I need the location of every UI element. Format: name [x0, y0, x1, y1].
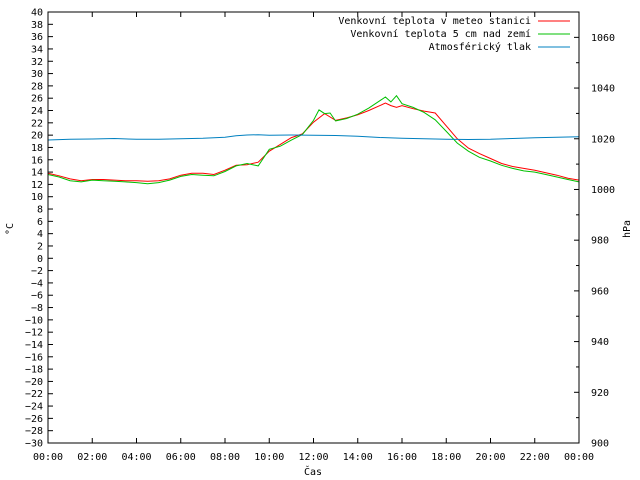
x-tick-label: 20:00 — [475, 452, 505, 463]
x-tick-label: 16:00 — [387, 452, 417, 463]
y-left-tick-label: −8 — [31, 303, 43, 314]
y-left-tick-label: 12 — [31, 180, 43, 191]
y-right-tick-label: 960 — [591, 286, 609, 297]
y-left-tick-label: −6 — [31, 291, 43, 302]
y-right-tick-label: 1000 — [591, 185, 615, 196]
x-tick-label: 08:00 — [210, 452, 240, 463]
legend-entry-outdoor-station: Venkovní teplota v meteo stanici — [338, 15, 531, 27]
y-left-tick-label: 22 — [31, 118, 43, 129]
y-left-tick-label: 6 — [37, 217, 43, 228]
y-right-tick-label: 940 — [591, 337, 609, 348]
y-left-tick-label: −10 — [25, 315, 43, 326]
y-left-tick-label: −16 — [25, 352, 43, 363]
y-left-tick-label: 38 — [31, 20, 43, 31]
x-tick-label: 22:00 — [520, 452, 550, 463]
y-left-tick-label: −4 — [31, 278, 43, 289]
legend: Venkovní teplota v meteo stanici Venkovn… — [338, 15, 570, 53]
y-left-tick-label: 0 — [37, 254, 43, 265]
y-right-tick-label: 980 — [591, 236, 609, 247]
x-tick-label: 06:00 — [166, 452, 196, 463]
y-right-tick-label: 920 — [591, 388, 609, 399]
y-left-tick-label: −18 — [25, 365, 43, 376]
legend-entry-pressure: Atmosférický tlak — [429, 41, 531, 53]
x-tick-label: 12:00 — [298, 452, 328, 463]
y-left-tick-label: 8 — [37, 205, 43, 216]
x-axis-label: Čas — [304, 465, 322, 478]
y-right-tick-label: 1060 — [591, 33, 615, 44]
y-axis-right-label: hPa — [622, 220, 633, 238]
y-left-tick-label: −30 — [25, 439, 43, 450]
y-left-tick-label: −14 — [25, 340, 43, 351]
series-ground-5cm-line — [47, 94, 580, 185]
x-tick-label: 18:00 — [431, 452, 461, 463]
plot-frame — [47, 11, 580, 444]
legend-entry-ground-5cm: Venkovní teplota 5 cm nad zemí — [350, 28, 531, 40]
y-right-tick-label: 1020 — [591, 134, 615, 145]
series-layer — [47, 94, 580, 185]
y-left-tick-label: 32 — [31, 57, 43, 68]
y-left-tick-label: 20 — [31, 131, 43, 142]
series-outdoor-station-line — [47, 102, 580, 182]
y-left-tick-label: 26 — [31, 94, 43, 105]
y-left-tick-label: 24 — [31, 106, 43, 117]
y-left-tick-label: −20 — [25, 377, 43, 388]
y-left-tick-label: 28 — [31, 81, 43, 92]
y-right-tick-label: 900 — [591, 439, 609, 450]
y-left-tick-label: 40 — [31, 8, 43, 19]
y-left-tick-label: −28 — [25, 426, 43, 437]
y-right-tick-label: 1040 — [591, 84, 615, 95]
y-left-tick-label: 4 — [37, 229, 43, 240]
y-axis-left-label: °C — [5, 223, 16, 235]
x-tick-label: 02:00 — [77, 452, 107, 463]
y-left-tick-label: −12 — [25, 328, 43, 339]
y-left-tick-label: 2 — [37, 241, 43, 252]
x-tick-label: 00:00 — [33, 452, 63, 463]
y-left-tick-label: −24 — [25, 402, 43, 413]
x-tick-label: 04:00 — [121, 452, 151, 463]
y-left-tick-label: 34 — [31, 44, 43, 55]
series-pressure-line — [47, 134, 580, 141]
y-left-tick-label: 18 — [31, 143, 43, 154]
y-left-tick-label: 16 — [31, 155, 43, 166]
x-tick-label: 00:00 — [564, 452, 594, 463]
y-left-tick-label: 36 — [31, 32, 43, 43]
y-left-tick-label: 30 — [31, 69, 43, 80]
y-left-tick-label: −2 — [31, 266, 43, 277]
x-tick-label: 14:00 — [343, 452, 373, 463]
ticks-layer: −30−28−26−24−22−20−18−16−14−12−10−8−6−4−… — [25, 8, 615, 464]
y-left-tick-label: −22 — [25, 389, 43, 400]
y-left-tick-label: 14 — [31, 168, 43, 179]
y-left-tick-label: 10 — [31, 192, 43, 203]
x-tick-label: 10:00 — [254, 452, 284, 463]
y-left-tick-label: −26 — [25, 414, 43, 425]
